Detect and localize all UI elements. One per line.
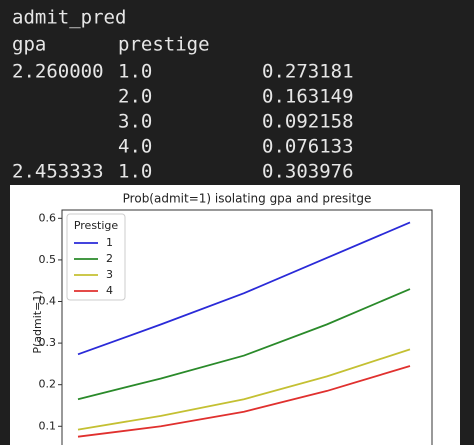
y-axis-label: P(admit=1) [31, 290, 44, 353]
y-tick-label: 0.3 [39, 336, 57, 349]
y-tick-label: 0.2 [39, 378, 57, 391]
table-cell: 1.0 [118, 161, 152, 183]
legend-label: 2 [106, 252, 113, 265]
y-tick-label: 0.4 [39, 295, 57, 308]
line [77, 221, 411, 356]
table-cell: 1.0 [118, 61, 152, 83]
table-cell: 0.076133 [262, 136, 354, 158]
chart-title: Prob(admit=1) isolating gpa and presitge [123, 192, 372, 206]
table-cell: 0.303976 [262, 161, 354, 183]
line [77, 348, 411, 431]
y-tick-label: 0.6 [39, 211, 57, 224]
line [77, 365, 411, 438]
table-cell: 4.0 [118, 136, 152, 158]
legend-title: Prestige [74, 219, 119, 232]
table-header: prestige [118, 34, 210, 56]
table-header: gpa [12, 34, 46, 56]
legend-label: 4 [106, 284, 113, 297]
table-cell: 2.0 [118, 86, 152, 108]
table-cell: 0.273181 [262, 61, 354, 83]
table-cell: 0.092158 [262, 111, 354, 133]
table-cell: 2.260000 [12, 61, 104, 83]
y-tick-label: 0.1 [39, 419, 57, 432]
table-title: admit_pred [12, 7, 126, 29]
legend-label: 1 [106, 236, 113, 249]
table-cell: 2.453333 [12, 161, 104, 183]
table-cell: 3.0 [118, 111, 152, 133]
legend-box [66, 213, 126, 301]
table-cell: 0.163149 [262, 86, 354, 108]
legend-label: 3 [106, 268, 113, 281]
line [77, 288, 411, 401]
y-tick-label: 0.5 [39, 253, 57, 266]
axes-frame [61, 209, 433, 445]
